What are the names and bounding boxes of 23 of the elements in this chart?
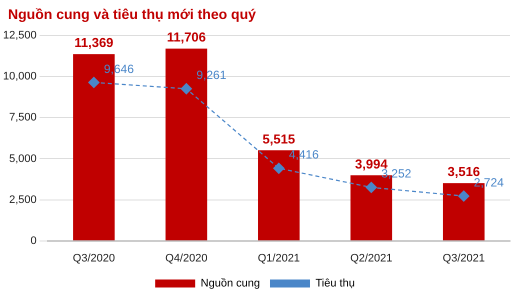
data-label: 5,515 xyxy=(262,131,296,146)
x-tick-label: Q2/2021 xyxy=(350,252,392,264)
y-tick-label: 10,000 xyxy=(2,70,37,83)
x-tick-label: Q4/2020 xyxy=(165,252,208,264)
legend-label: Nguồn cung xyxy=(200,278,260,290)
point xyxy=(458,190,470,202)
y-tick-label: 2,500 xyxy=(9,194,37,206)
point xyxy=(273,162,284,174)
legend-label: Tiêu thụ xyxy=(315,278,355,290)
y-tick-label: 5,000 xyxy=(9,152,37,165)
chart-title: Nguồn cung và tiêu thụ mới theo quý xyxy=(8,6,256,22)
x-tick-label: Q3/2021 xyxy=(442,252,485,264)
y-tick-label: 0 xyxy=(30,234,37,247)
point xyxy=(88,76,100,88)
data-label: 11,706 xyxy=(166,30,206,45)
x-tick-label: Q1/2021 xyxy=(258,252,300,264)
point xyxy=(180,83,192,94)
data-label: 11,369 xyxy=(74,35,114,50)
data-label: 3,994 xyxy=(355,156,388,172)
y-tick-label: 12,500 xyxy=(2,30,37,42)
point xyxy=(366,182,377,194)
x-tick-label: Q3/2020 xyxy=(72,252,115,264)
y-tick-label: 7,500 xyxy=(9,112,37,124)
